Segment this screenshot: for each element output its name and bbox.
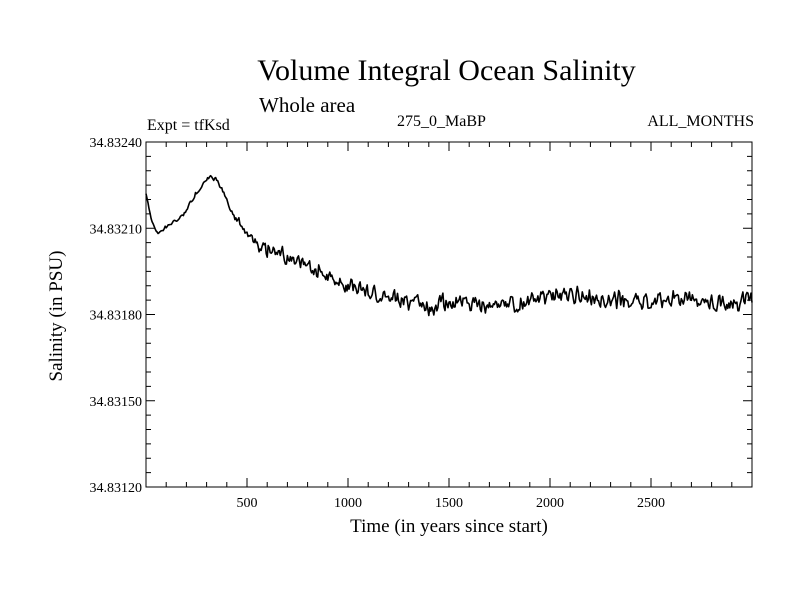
y-tick-label: 34.83120 [90,481,143,496]
y-tick-label: 34.83150 [90,395,143,410]
y-tick-label: 34.83240 [90,136,143,151]
x-axis-label: Time (in years since start) [350,516,548,537]
y-tick-labels: 34.83120 34.83150 34.83180 34.83210 34.83240 [90,136,143,496]
months-label: ALL_MONTHS [647,113,754,130]
salinity-series-line [145,174,753,317]
axis-ticks [146,142,752,487]
x-tick-label: 500 [237,496,258,511]
y-axis-label: Salinity (in PSU) [46,251,67,382]
x-tick-label: 2000 [536,496,564,511]
x-tick-labels: 500 1000 1500 2000 2500 [237,496,666,511]
plot-frame [145,141,753,488]
period-label: 275_0_MaBP [397,113,486,130]
chart-title: Volume Integral Ocean Salinity [257,54,636,87]
chart-subtitle: Whole area [259,93,356,117]
experiment-label: Expt = tfKsd [147,117,230,134]
y-tick-label: 34.83210 [90,222,143,237]
x-tick-label: 1000 [334,496,362,511]
x-tick-label: 2500 [637,496,665,511]
y-tick-label: 34.83180 [90,309,143,324]
x-tick-label: 1500 [435,496,463,511]
